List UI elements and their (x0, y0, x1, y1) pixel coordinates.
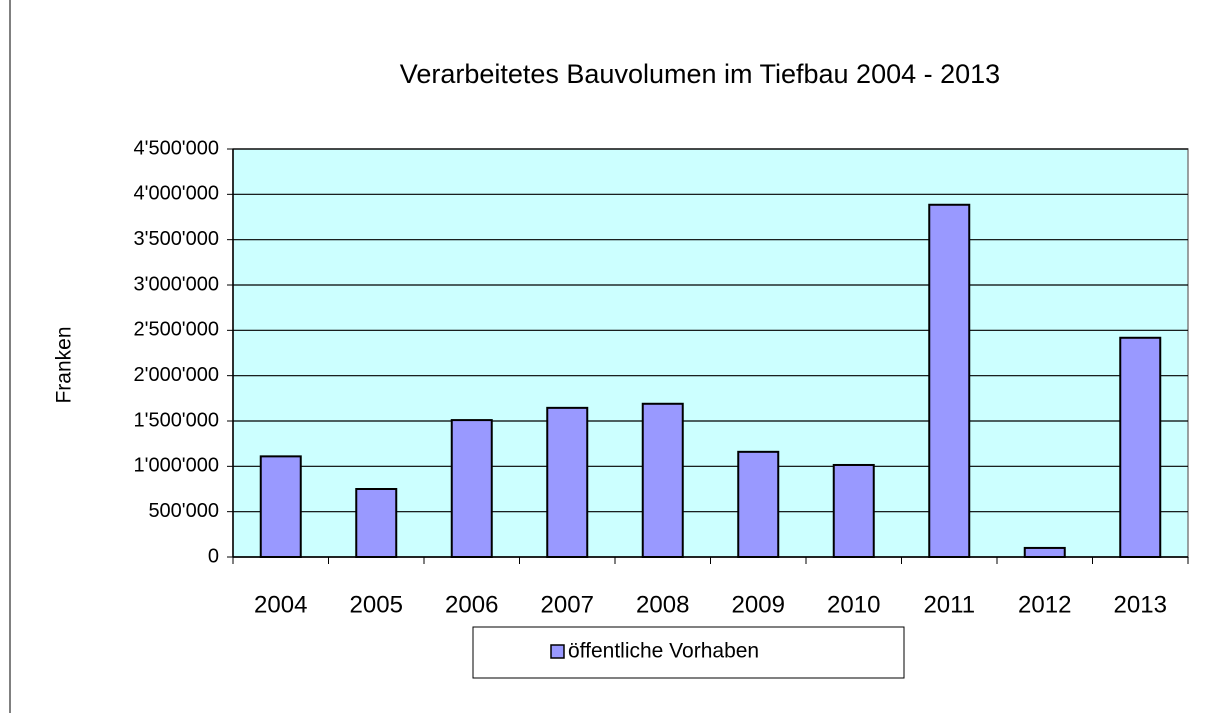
y-tick-label: 2'500'000 (134, 319, 220, 341)
y-tick-label: 1'000'000 (134, 455, 220, 477)
bar (355, 488, 398, 558)
legend-swatch (550, 644, 565, 659)
x-tick-label: 2011 (923, 591, 975, 618)
bar (832, 463, 875, 558)
y-tick-label: 500'000 (148, 500, 219, 522)
y-tick-label: 3'500'000 (134, 228, 220, 250)
bar (259, 455, 302, 558)
x-tick-label: 2006 (445, 591, 498, 618)
bar (1119, 336, 1162, 558)
y-tick-label: 2'000'000 (134, 364, 220, 386)
x-tick-label: 2007 (541, 591, 594, 618)
x-tick-label: 2009 (732, 591, 785, 618)
y-tick-label: 3'000'000 (134, 273, 220, 295)
chart-title: Verarbeitetes Bauvolumen im Tiefbau 2004… (400, 59, 1000, 89)
bar (1023, 546, 1066, 559)
bar (737, 450, 780, 558)
x-tick-label: 2013 (1114, 591, 1167, 618)
legend-label: öffentliche Vorhaben (568, 640, 759, 663)
bar (928, 203, 971, 558)
x-tick-label: 2008 (636, 591, 689, 618)
x-tick-label: 2012 (1018, 591, 1071, 618)
bar (641, 402, 684, 559)
y-tick-label: 4'500'000 (134, 137, 220, 159)
bar (450, 419, 493, 558)
y-tick-label: 1'500'000 (134, 409, 220, 431)
y-tick-label: 0 (208, 545, 219, 567)
y-tick-label: 4'000'000 (134, 183, 220, 205)
x-tick-label: 2004 (254, 591, 307, 618)
legend-box (472, 626, 905, 679)
x-tick-label: 2010 (827, 591, 880, 618)
bar (546, 406, 589, 558)
x-tick-label: 2005 (350, 591, 403, 618)
y-axis-label: Franken (53, 326, 76, 403)
